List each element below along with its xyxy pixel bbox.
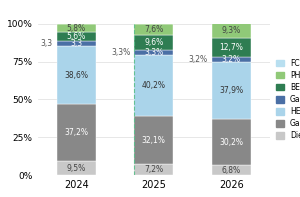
- Bar: [57, 24, 96, 33]
- Text: 37,9%: 37,9%: [219, 86, 243, 95]
- Text: 40,2%: 40,2%: [142, 81, 166, 90]
- Text: 5,6%: 5,6%: [67, 32, 86, 41]
- Bar: [212, 23, 250, 38]
- Bar: [57, 33, 96, 41]
- Text: 12,7%: 12,7%: [219, 43, 243, 52]
- Text: 37,2%: 37,2%: [64, 128, 88, 137]
- Bar: [212, 38, 250, 57]
- Text: 30,2%: 30,2%: [219, 138, 243, 147]
- Text: 3,2%: 3,2%: [189, 55, 208, 64]
- Bar: [57, 46, 96, 104]
- Text: 9,3%: 9,3%: [222, 26, 241, 35]
- Text: 7,6%: 7,6%: [144, 25, 164, 34]
- Text: 5,8%: 5,8%: [67, 23, 86, 33]
- Text: 6,8%: 6,8%: [222, 166, 241, 175]
- Bar: [212, 165, 250, 175]
- Bar: [134, 24, 173, 35]
- Text: 3,3%: 3,3%: [144, 48, 164, 57]
- Text: 32,1%: 32,1%: [142, 136, 166, 145]
- Legend: FCEV, PHEV, BEV, Gas, HEV, Gasolina, Diesel: FCEV, PHEV, BEV, Gas, HEV, Gasolina, Die…: [276, 59, 300, 140]
- Bar: [57, 104, 96, 161]
- Bar: [134, 164, 173, 175]
- Text: 3,3: 3,3: [70, 39, 82, 48]
- Bar: [134, 116, 173, 164]
- Bar: [212, 57, 250, 62]
- Bar: [134, 50, 173, 55]
- Text: 9,5%: 9,5%: [67, 164, 86, 173]
- Bar: [134, 35, 173, 50]
- Bar: [57, 161, 96, 175]
- Bar: [134, 55, 173, 116]
- Text: 3,3: 3,3: [41, 39, 53, 48]
- Text: 3,3%: 3,3%: [111, 48, 130, 57]
- Bar: [57, 41, 96, 46]
- Text: 9,6%: 9,6%: [144, 38, 164, 47]
- Text: 7,2%: 7,2%: [144, 165, 163, 174]
- Text: 38,6%: 38,6%: [64, 71, 88, 80]
- Bar: [212, 62, 250, 119]
- Bar: [212, 119, 250, 165]
- Text: 3,2%: 3,2%: [222, 55, 241, 64]
